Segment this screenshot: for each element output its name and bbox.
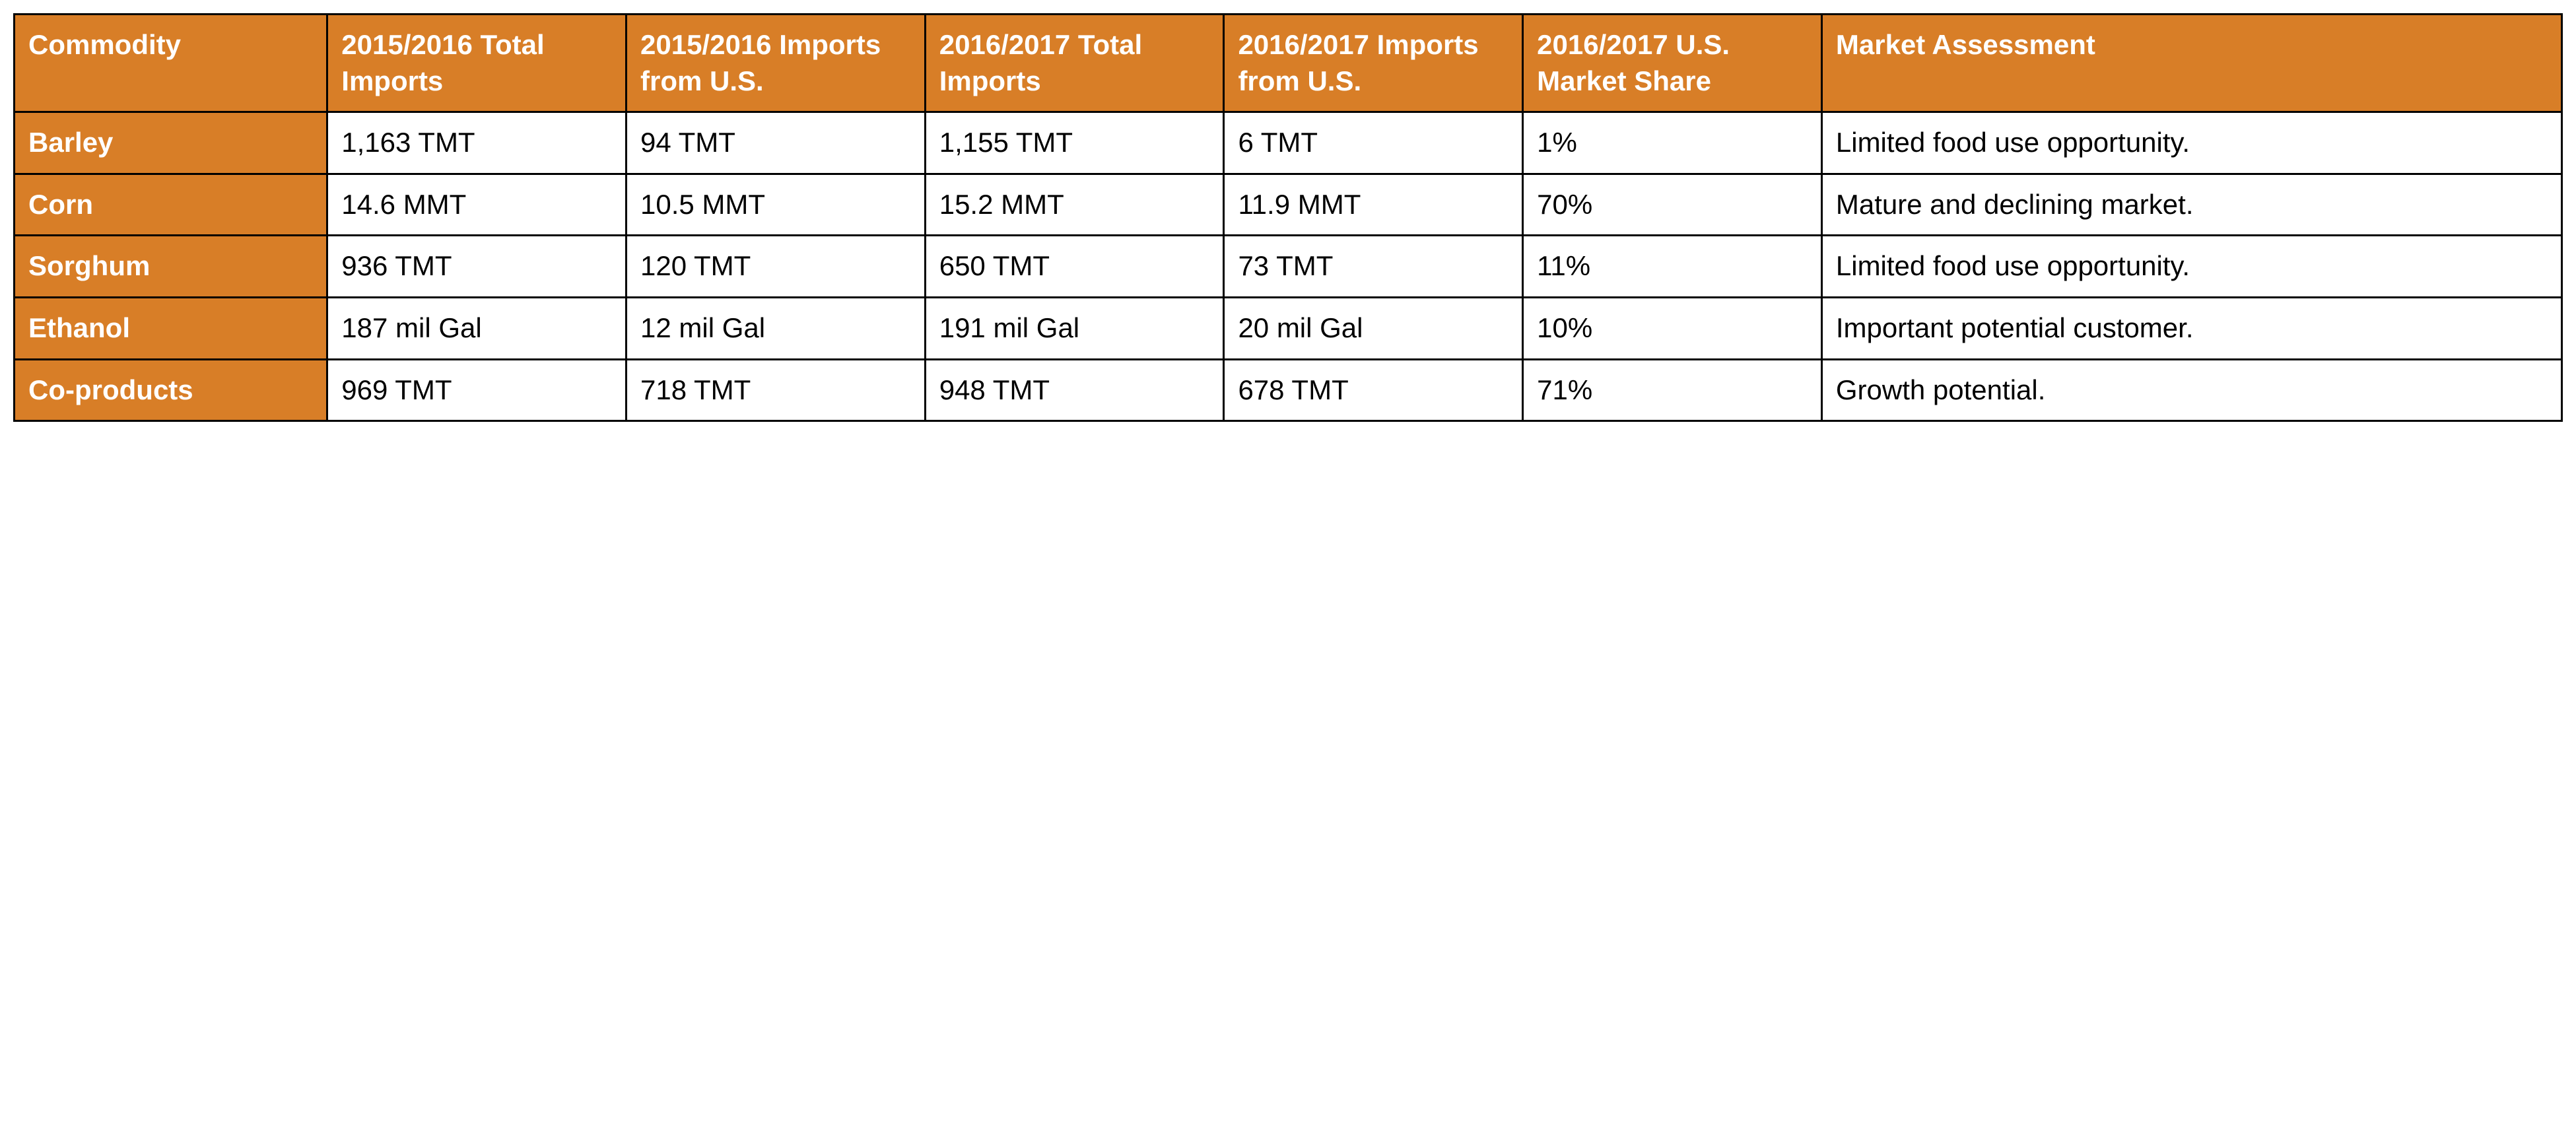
col-header-2016-2017-total: 2016/2017 Total Imports: [925, 15, 1224, 112]
row-assessment: Mature and declining market.: [1821, 174, 2561, 236]
col-header-2015-2016-us: 2015/2016 Imports from U.S.: [627, 15, 926, 112]
row-2016-2017-total: 191 mil Gal: [925, 297, 1224, 359]
row-2015-2016-us: 120 TMT: [627, 236, 926, 298]
row-2016-2017-total: 1,155 TMT: [925, 112, 1224, 174]
row-assessment: Limited food use opportunity.: [1821, 112, 2561, 174]
row-2015-2016-us: 10.5 MMT: [627, 174, 926, 236]
table-row: Ethanol 187 mil Gal 12 mil Gal 191 mil G…: [15, 297, 2562, 359]
row-2016-2017-total: 15.2 MMT: [925, 174, 1224, 236]
row-2016-2017-total: 948 TMT: [925, 359, 1224, 421]
col-header-2016-2017-us: 2016/2017 Imports from U.S.: [1224, 15, 1523, 112]
row-2015-2016-us: 94 TMT: [627, 112, 926, 174]
col-header-2016-2017-share: 2016/2017 U.S. Market Share: [1523, 15, 1822, 112]
row-2016-2017-share: 10%: [1523, 297, 1822, 359]
row-2016-2017-us: 73 TMT: [1224, 236, 1523, 298]
row-2015-2016-us: 718 TMT: [627, 359, 926, 421]
row-2016-2017-share: 1%: [1523, 112, 1822, 174]
row-commodity: Barley: [15, 112, 327, 174]
row-2015-2016-total: 187 mil Gal: [327, 297, 627, 359]
col-header-commodity: Commodity: [15, 15, 327, 112]
table-row: Co-products 969 TMT 718 TMT 948 TMT 678 …: [15, 359, 2562, 421]
row-2016-2017-share: 71%: [1523, 359, 1822, 421]
row-commodity: Corn: [15, 174, 327, 236]
row-2015-2016-total: 14.6 MMT: [327, 174, 627, 236]
row-2016-2017-us: 6 TMT: [1224, 112, 1523, 174]
row-assessment: Limited food use opportunity.: [1821, 236, 2561, 298]
row-2015-2016-total: 936 TMT: [327, 236, 627, 298]
row-commodity: Sorghum: [15, 236, 327, 298]
col-header-assessment: Market Assessment: [1821, 15, 2561, 112]
row-2015-2016-total: 1,163 TMT: [327, 112, 627, 174]
table-header-row: Commodity 2015/2016 Total Imports 2015/2…: [15, 15, 2562, 112]
row-2016-2017-share: 11%: [1523, 236, 1822, 298]
col-header-2015-2016-total: 2015/2016 Total Imports: [327, 15, 627, 112]
row-2016-2017-share: 70%: [1523, 174, 1822, 236]
row-assessment: Growth potential.: [1821, 359, 2561, 421]
table-row: Sorghum 936 TMT 120 TMT 650 TMT 73 TMT 1…: [15, 236, 2562, 298]
row-2016-2017-us: 678 TMT: [1224, 359, 1523, 421]
row-2015-2016-total: 969 TMT: [327, 359, 627, 421]
table-row: Barley 1,163 TMT 94 TMT 1,155 TMT 6 TMT …: [15, 112, 2562, 174]
commodity-imports-table: Commodity 2015/2016 Total Imports 2015/2…: [13, 13, 2563, 422]
row-commodity: Ethanol: [15, 297, 327, 359]
row-2016-2017-us: 11.9 MMT: [1224, 174, 1523, 236]
table-row: Corn 14.6 MMT 10.5 MMT 15.2 MMT 11.9 MMT…: [15, 174, 2562, 236]
row-2016-2017-us: 20 mil Gal: [1224, 297, 1523, 359]
row-commodity: Co-products: [15, 359, 327, 421]
row-2015-2016-us: 12 mil Gal: [627, 297, 926, 359]
row-2016-2017-total: 650 TMT: [925, 236, 1224, 298]
row-assessment: Important potential customer.: [1821, 297, 2561, 359]
